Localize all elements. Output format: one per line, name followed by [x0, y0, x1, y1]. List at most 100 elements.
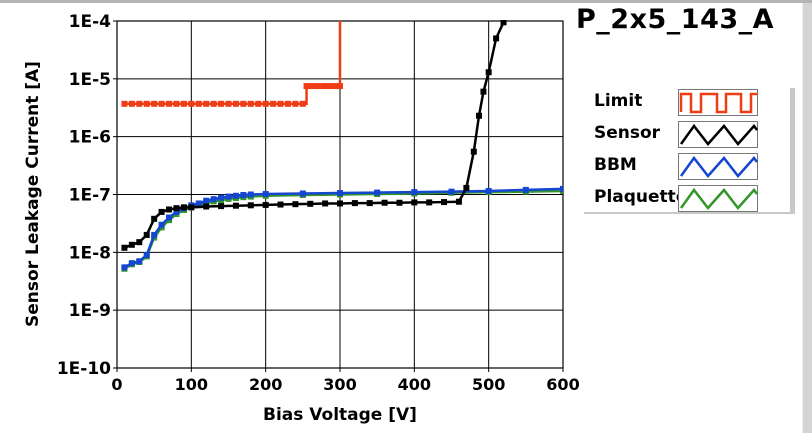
- legend-item-sensor[interactable]: Sensor: [584, 120, 790, 148]
- data-point: [143, 100, 150, 107]
- data-point: [143, 251, 150, 258]
- data-point: [136, 258, 143, 265]
- data-point: [225, 100, 232, 107]
- data-point: [188, 100, 195, 107]
- data-point: [188, 204, 195, 211]
- data-point: [210, 100, 217, 107]
- data-point: [240, 100, 247, 107]
- x-tick-label: 400: [398, 375, 431, 394]
- legend-swatch-icon: [678, 121, 758, 148]
- data-point: [277, 201, 284, 208]
- data-point: [325, 83, 332, 90]
- data-point: [121, 244, 128, 251]
- data-point: [232, 202, 239, 209]
- y-tick-label: 1E-9: [69, 301, 111, 321]
- x-tick-label: 500: [472, 375, 505, 394]
- data-point: [128, 260, 135, 267]
- data-point: [247, 100, 254, 107]
- data-point: [128, 100, 135, 107]
- data-point: [448, 188, 455, 195]
- data-point: [277, 100, 284, 107]
- data-point: [292, 201, 299, 208]
- legend-label: Limit: [594, 91, 643, 111]
- data-point: [337, 190, 343, 197]
- data-point: [166, 206, 173, 213]
- legend-label: BBM: [594, 155, 637, 175]
- legend-item-plaquette[interactable]: Plaquette: [584, 184, 790, 212]
- data-point: [203, 197, 210, 204]
- y-tick-label: 1E-8: [69, 243, 111, 263]
- data-point: [262, 191, 269, 198]
- data-point: [218, 203, 225, 210]
- series-sensor: [121, 20, 507, 251]
- data-point: [232, 100, 239, 107]
- x-axis-label: Bias Voltage [V]: [263, 405, 417, 425]
- data-point: [337, 83, 343, 90]
- data-point: [476, 112, 483, 119]
- data-point: [411, 189, 418, 196]
- y-tick-label: 1E-10: [57, 359, 111, 379]
- data-point: [151, 100, 158, 107]
- data-point: [284, 100, 291, 107]
- data-point: [470, 148, 477, 155]
- data-point: [195, 100, 202, 107]
- data-point: [366, 200, 373, 207]
- data-point: [560, 185, 563, 192]
- data-point: [500, 20, 507, 26]
- data-point: [232, 192, 239, 199]
- data-point: [247, 202, 254, 209]
- data-point: [218, 194, 225, 201]
- series-bbm: [121, 185, 563, 271]
- data-point: [308, 83, 315, 90]
- data-point: [203, 100, 210, 107]
- data-point: [128, 241, 135, 248]
- legend: Limit Sensor BBM Plaquette: [584, 88, 795, 214]
- data-point: [158, 100, 165, 107]
- data-point: [441, 199, 448, 206]
- y-tick-label: 1E-4: [69, 12, 111, 32]
- data-point: [180, 100, 187, 107]
- data-point: [173, 100, 180, 107]
- data-point: [255, 100, 262, 107]
- data-point: [322, 200, 329, 207]
- data-point: [203, 203, 210, 210]
- data-point: [121, 264, 128, 271]
- scrollbar[interactable]: [802, 3, 812, 433]
- data-point: [455, 198, 462, 205]
- data-point: [411, 199, 418, 206]
- series-lines: [121, 20, 563, 272]
- data-point: [262, 201, 269, 208]
- y-tick-label: 1E-7: [69, 186, 111, 206]
- data-point: [262, 100, 269, 107]
- window-top-border: [0, 0, 812, 3]
- data-point: [374, 189, 381, 196]
- legend-label: Plaquette: [594, 187, 688, 207]
- data-point: [247, 191, 254, 198]
- data-point: [522, 186, 529, 193]
- legend-swatch-icon: [678, 153, 758, 180]
- data-point: [463, 184, 470, 191]
- series-limit: [121, 21, 343, 107]
- data-point: [381, 199, 388, 206]
- data-point: [299, 100, 306, 107]
- chart-title: P_2x5_143_A: [576, 4, 775, 35]
- data-point: [270, 100, 277, 107]
- data-point: [240, 192, 247, 199]
- data-point: [218, 100, 225, 107]
- data-point: [136, 100, 143, 107]
- y-axis-label: Sensor Leakage Current [A]: [23, 61, 43, 327]
- x-tick-label: 100: [175, 375, 208, 394]
- y-tick-label: 1E-5: [69, 70, 111, 90]
- data-point: [166, 214, 173, 221]
- data-point: [493, 35, 500, 42]
- data-point: [173, 208, 180, 215]
- legend-item-limit[interactable]: Limit: [584, 88, 790, 116]
- data-point: [143, 231, 150, 238]
- legend-item-bbm[interactable]: BBM: [584, 152, 790, 180]
- data-point: [225, 193, 232, 200]
- data-point: [303, 83, 310, 90]
- data-point: [136, 239, 143, 246]
- data-point: [210, 196, 217, 203]
- data-point: [121, 100, 128, 107]
